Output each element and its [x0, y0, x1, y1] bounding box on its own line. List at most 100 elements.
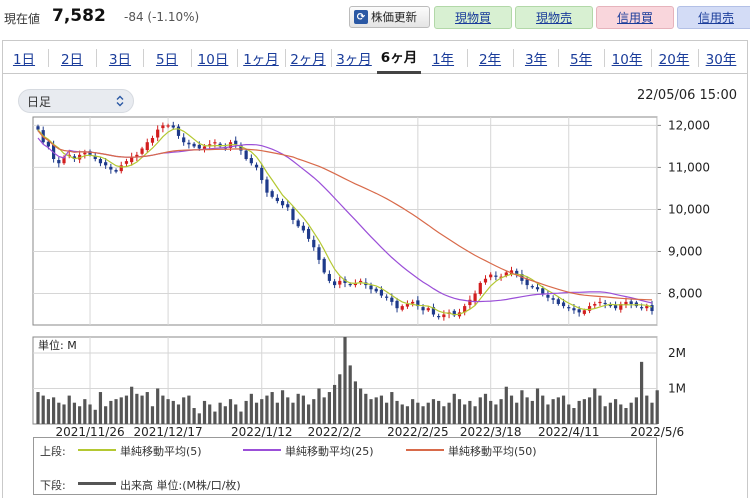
candle-body — [442, 314, 446, 318]
legend-sma25-swatch — [243, 449, 281, 451]
candle-body — [426, 308, 430, 311]
tab-5d[interactable]: 5日 — [155, 51, 179, 68]
candle-body — [613, 305, 618, 309]
candle-body — [208, 144, 212, 147]
volume-bar — [639, 361, 644, 424]
legend-upper-label: 上段: — [40, 445, 66, 458]
price-tick-label: 10,000 — [668, 202, 710, 216]
tab-2d[interactable]: 2日 — [60, 51, 84, 68]
margin-sell-button[interactable]: 信用売 — [677, 6, 750, 29]
volume-bar — [452, 393, 456, 424]
volume-bar — [489, 400, 493, 424]
volume-bar — [275, 402, 279, 424]
tab-1y[interactable]: 1年 — [431, 51, 455, 68]
volume-bar — [535, 388, 540, 424]
candle-body — [124, 161, 129, 164]
tab-20y[interactable]: 20年 — [658, 51, 690, 68]
candle-body — [270, 191, 274, 197]
candle-body — [291, 208, 295, 220]
volume-bar — [182, 397, 186, 424]
volume-bar — [619, 404, 623, 424]
candle-body — [166, 125, 170, 127]
volume-bar — [192, 408, 196, 424]
volume-bar — [572, 408, 576, 424]
volume-bar — [52, 397, 56, 424]
candle-body — [405, 303, 410, 307]
margin-buy-button[interactable]: 信用買 — [596, 6, 674, 29]
spot-buy-button[interactable]: 現物買 — [434, 6, 512, 29]
volume-bar — [171, 400, 175, 424]
volume-bar — [343, 337, 347, 424]
candle-body — [400, 306, 404, 310]
x-tick-label: 2021/12/17 — [133, 425, 202, 439]
volume-bar — [353, 381, 358, 424]
candle-body — [275, 197, 279, 202]
candle-body — [140, 148, 144, 154]
refresh-price-button[interactable]: ⟳ 株価更新 — [349, 6, 430, 28]
volume-bar — [317, 388, 321, 424]
candle-body — [46, 141, 51, 147]
current-price-value: 7,582 — [52, 6, 106, 26]
price-tick-label: 8,000 — [668, 286, 702, 300]
volume-bar — [93, 409, 97, 424]
tab-3m[interactable]: 3ヶ月 — [336, 51, 372, 68]
period-select-value: 日足 — [27, 94, 52, 109]
candle-body — [530, 286, 534, 288]
volume-bar — [426, 402, 430, 424]
candle-body — [296, 220, 300, 227]
legend-sma50-swatch — [406, 449, 444, 451]
volume-bar — [504, 386, 508, 424]
period-select[interactable]: 日足 — [18, 89, 134, 113]
candle-body — [478, 282, 482, 294]
candle-body — [629, 301, 633, 304]
candle-body — [416, 300, 420, 307]
volume-bar — [223, 406, 227, 424]
volume-bar — [624, 408, 628, 424]
candle-body — [104, 162, 108, 166]
tab-30y[interactable]: 30年 — [705, 51, 737, 68]
legend-sma5: 単純移動平均(5) — [120, 445, 202, 458]
volume-bar — [145, 392, 149, 424]
volume-bar — [348, 365, 352, 424]
tab-1m[interactable]: 1ヶ月 — [243, 51, 279, 68]
volume-tick-label: 2M — [668, 346, 686, 360]
volume-bar — [150, 406, 155, 424]
candle-body — [546, 294, 550, 298]
candle-body — [603, 302, 607, 305]
candle-body — [213, 142, 217, 144]
candle-body — [114, 170, 118, 172]
candle-body — [509, 270, 514, 274]
volume-bar — [36, 392, 40, 424]
tab-3d[interactable]: 3日 — [108, 51, 132, 68]
candle-body — [411, 301, 415, 304]
tab-2y[interactable]: 2年 — [478, 51, 502, 68]
candle-body — [379, 289, 384, 296]
candle-body — [535, 287, 540, 290]
volume-bar — [218, 402, 222, 424]
tab-5y[interactable]: 5年 — [569, 51, 593, 68]
candle-body — [62, 156, 66, 164]
volume-bar — [582, 399, 586, 424]
candle-body — [452, 310, 456, 316]
candle-body — [202, 146, 207, 150]
candle-body — [494, 275, 498, 277]
tab-2m[interactable]: 2ヶ月 — [290, 51, 326, 68]
volume-bar — [41, 395, 45, 424]
candle-body — [338, 280, 342, 285]
tab-10d[interactable]: 10日 — [197, 51, 229, 68]
price-panel: 12,000 11,000 10,000 9,000 8,000 — [32, 116, 710, 326]
tab-10y[interactable]: 10年 — [611, 51, 643, 68]
price-tick-label: 12,000 — [668, 118, 710, 132]
quote-header: 現在値 7,582 -84 (-1.10%) ⟳ 株価更新 現物買 現物売 信用… — [0, 0, 750, 34]
candle-body — [572, 308, 576, 311]
tab-3y[interactable]: 3年 — [524, 51, 548, 68]
spot-sell-button[interactable]: 現物売 — [515, 6, 593, 29]
tab-6m[interactable]: 6ヶ月 — [377, 41, 421, 74]
volume-bar — [254, 402, 259, 424]
tab-1d[interactable]: 1日 — [12, 51, 36, 68]
current-price-label: 現在値 — [4, 12, 41, 26]
volume-bar — [587, 397, 592, 424]
candle-body — [135, 154, 139, 157]
candle-body — [463, 306, 467, 313]
legend-volume-swatch — [78, 482, 116, 485]
